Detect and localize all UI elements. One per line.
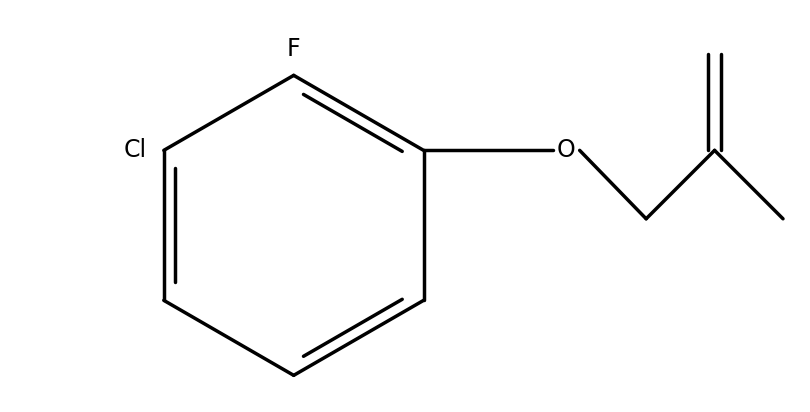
Text: O: O: [556, 138, 575, 162]
Text: F: F: [287, 37, 301, 61]
Text: Cl: Cl: [123, 138, 147, 162]
